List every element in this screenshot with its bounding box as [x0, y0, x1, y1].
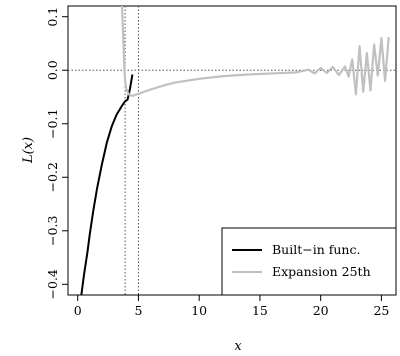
y-tick-label: −0.3: [45, 216, 60, 246]
series-line-built-in: [80, 74, 134, 296]
legend-label: Expansion 25th: [272, 264, 371, 279]
legend: Built−in func. Expansion 25th: [221, 227, 397, 296]
series-line-expansion: [120, 5, 390, 98]
legend-label: Built−in func.: [272, 242, 360, 257]
legend-box: [221, 227, 397, 296]
y-tick-label: −0.4: [45, 269, 60, 299]
y-tick-label: 0.1: [45, 7, 60, 27]
y-tick-label: −0.1: [45, 109, 60, 139]
x-tick-label: 10: [191, 303, 207, 318]
y-tick-label: 0.0: [45, 60, 60, 80]
x-tick-label: 0: [74, 303, 82, 318]
x-tick-label: 5: [134, 303, 142, 318]
x-axis-label: x: [234, 339, 242, 354]
x-tick-label: 25: [373, 303, 389, 318]
y-axis-label: L(x): [21, 137, 36, 164]
x-axis: 0 5 10 15 20 25: [74, 295, 389, 318]
x-tick-label: 15: [252, 303, 268, 318]
y-tick-label: −0.2: [45, 162, 60, 192]
x-tick-label: 20: [313, 303, 329, 318]
y-axis: 0.1 0.0 −0.1 −0.2 −0.3 −0.4: [45, 7, 68, 299]
series-layer: [80, 5, 390, 296]
